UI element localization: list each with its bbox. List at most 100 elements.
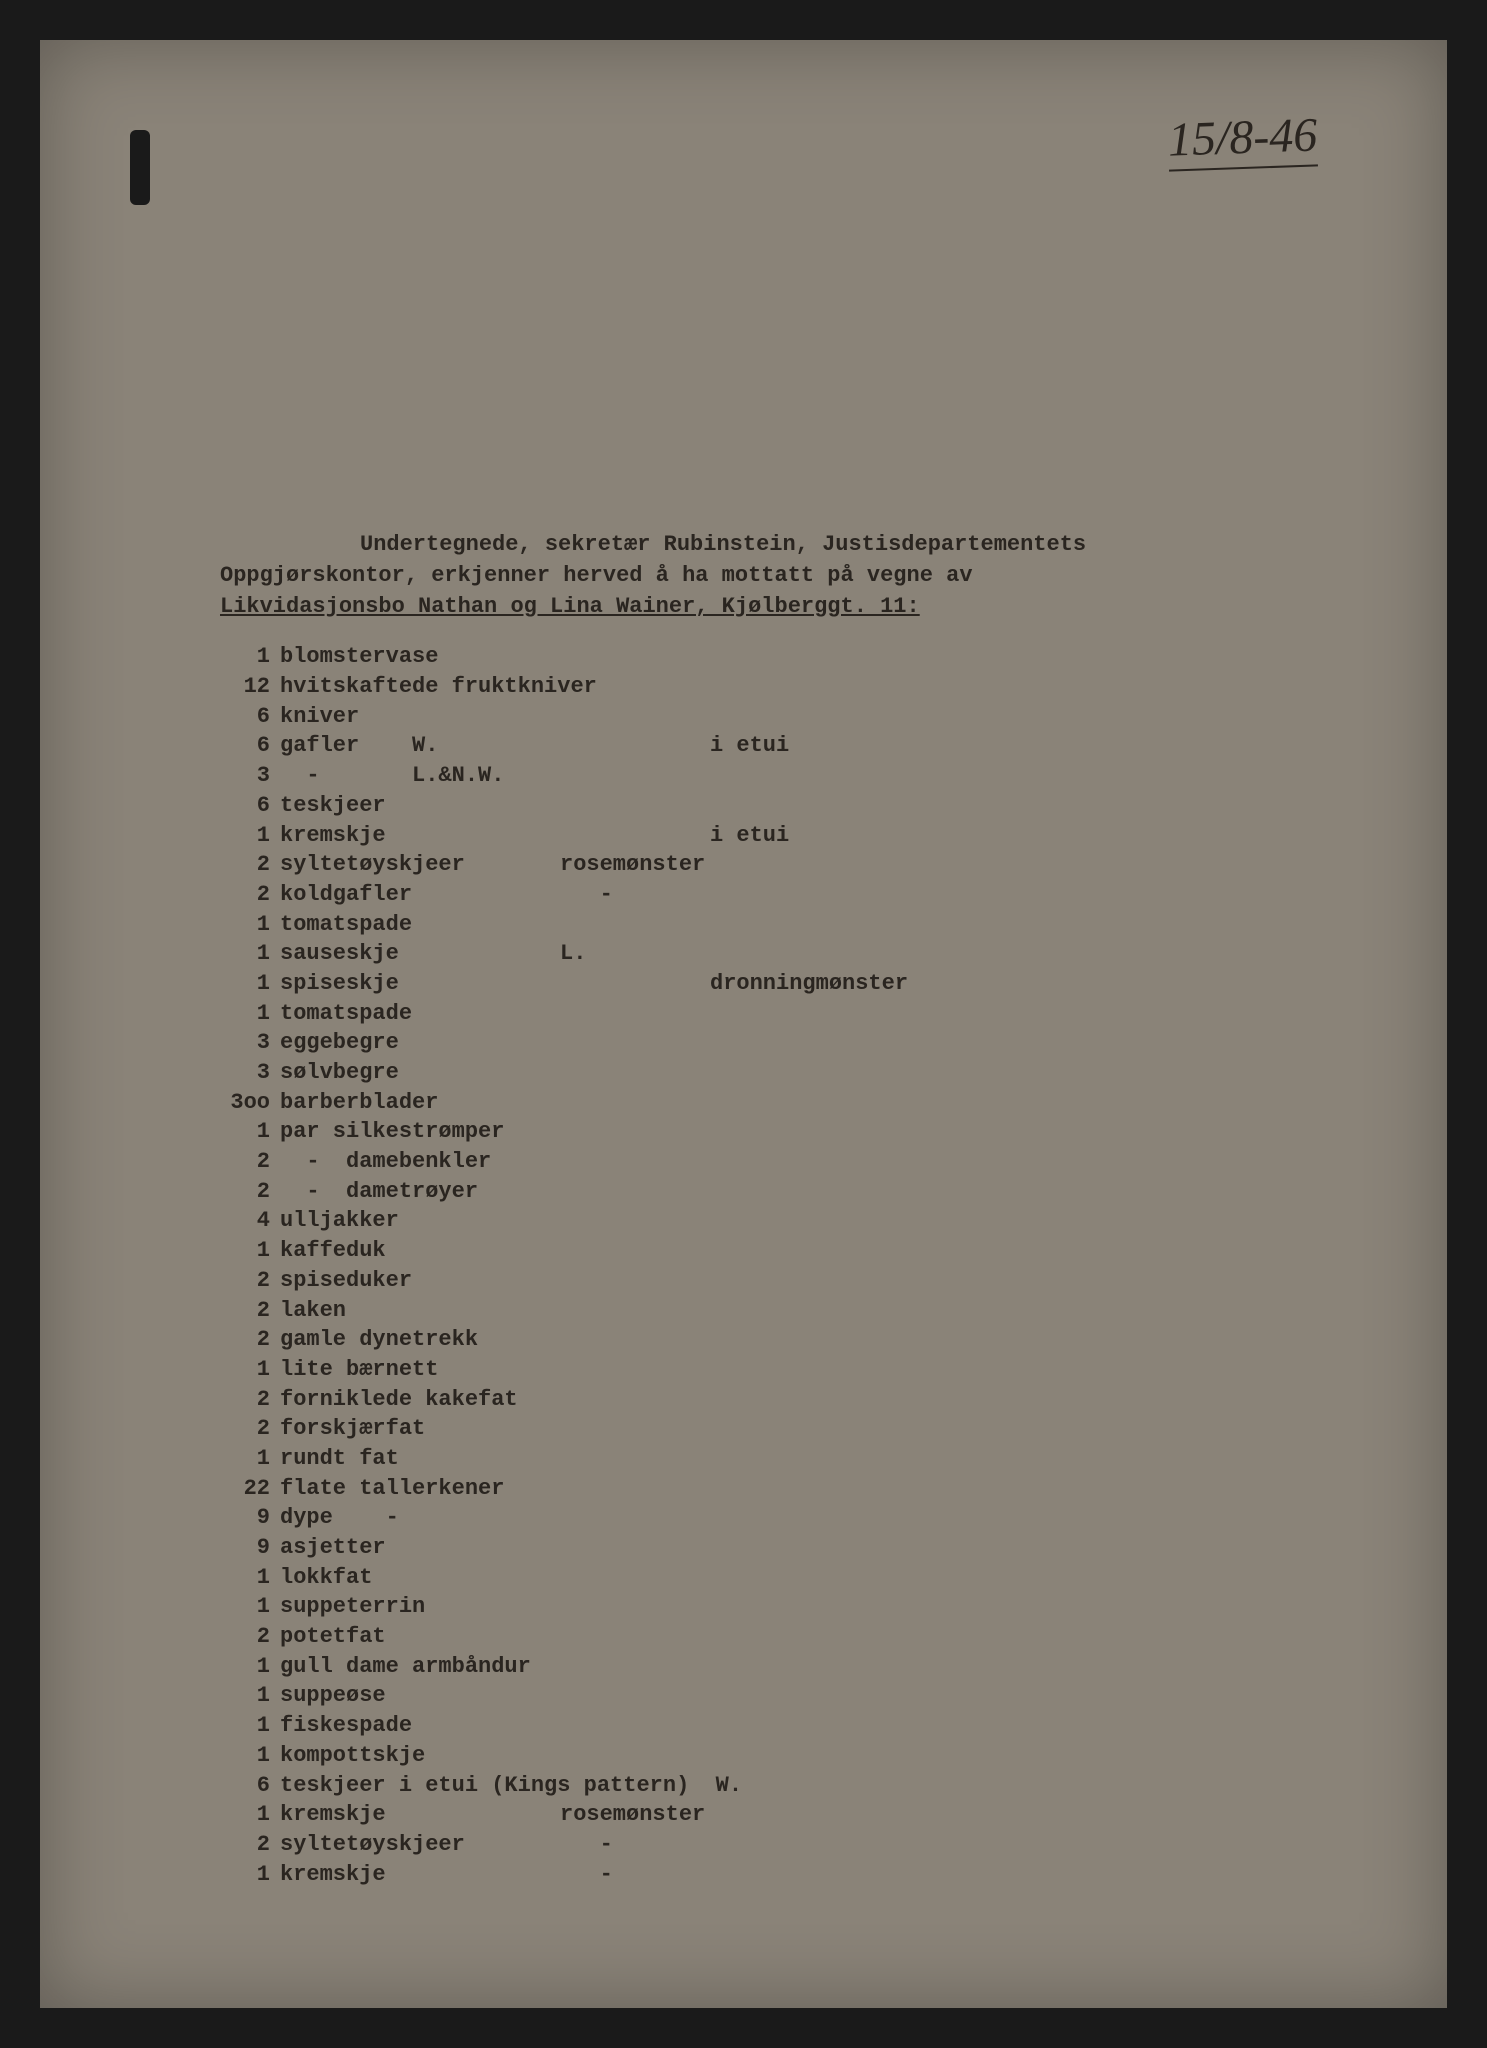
item-col2: [560, 1325, 710, 1355]
item-col2: [560, 969, 710, 999]
list-item: 2 - dametrøyer: [220, 1177, 1367, 1207]
list-item: 1blomstervase: [220, 642, 1367, 672]
item-desc: teskjeer: [280, 791, 560, 821]
item-col2: [560, 1147, 710, 1177]
list-item: 2syltetøyskjeerrosemønster: [220, 850, 1367, 880]
item-desc: gamle dynetrekk: [280, 1325, 560, 1355]
item-qty: 12: [220, 672, 280, 702]
item-col2: [560, 1711, 710, 1741]
item-qty: 2: [220, 1414, 280, 1444]
item-col2: [560, 999, 710, 1029]
list-item: 2spiseduker: [220, 1266, 1367, 1296]
document-content: Undertegnede, sekretær Rubinstein, Justi…: [220, 530, 1367, 1889]
item-col2: [560, 1236, 710, 1266]
item-col2: [560, 1117, 710, 1147]
item-qty: 1: [220, 1592, 280, 1622]
item-qty: 3: [220, 1028, 280, 1058]
item-qty: 1: [220, 1444, 280, 1474]
list-item: 1kremskjerosemønster: [220, 1800, 1367, 1830]
item-desc: kremskje: [280, 1860, 560, 1890]
item-col2: [560, 1592, 710, 1622]
list-item: 1sauseskjeL.: [220, 939, 1367, 969]
item-qty: 1: [220, 939, 280, 969]
item-qty: 6: [220, 731, 280, 761]
list-item: 1fiskespade: [220, 1711, 1367, 1741]
item-qty: 1: [220, 910, 280, 940]
list-item: 1suppeøse: [220, 1681, 1367, 1711]
item-desc: kremskje: [280, 821, 560, 851]
item-col2: [560, 1741, 710, 1771]
item-qty: 2: [220, 880, 280, 910]
item-desc: syltetøyskjeer: [280, 850, 560, 880]
item-col2: [560, 1385, 710, 1415]
item-col2: [560, 1266, 710, 1296]
item-desc: eggebegre: [280, 1028, 560, 1058]
header-line3: Likvidasjonsbo Nathan og Lina Wainer, Kj…: [220, 594, 920, 619]
item-desc: laken: [280, 1296, 560, 1326]
item-qty: 2: [220, 1385, 280, 1415]
item-col3: i etui: [710, 821, 789, 851]
list-item: 6kniver: [220, 702, 1367, 732]
item-qty: 6: [220, 1771, 280, 1801]
item-desc: dype -: [280, 1503, 560, 1533]
item-desc: forskjærfat: [280, 1414, 560, 1444]
item-col2: -: [560, 1830, 710, 1860]
item-desc: kremskje: [280, 1800, 560, 1830]
list-item: 6gafler W.i etui: [220, 731, 1367, 761]
item-desc: teskjeer i etui (Kings pattern) W.: [280, 1771, 742, 1801]
list-item: 2laken: [220, 1296, 1367, 1326]
header-paragraph: Undertegnede, sekretær Rubinstein, Justi…: [220, 530, 1367, 622]
list-item: 3 - L.&N.W.: [220, 761, 1367, 791]
item-desc: kaffeduk: [280, 1236, 560, 1266]
list-item: 2potetfat: [220, 1622, 1367, 1652]
item-qty: 1: [220, 1117, 280, 1147]
item-col2: [560, 1296, 710, 1326]
list-item: 2forskjærfat: [220, 1414, 1367, 1444]
item-desc: - dametrøyer: [280, 1177, 560, 1207]
list-item: 2 - damebenkler: [220, 1147, 1367, 1177]
item-qty: 1: [220, 999, 280, 1029]
item-qty: 1: [220, 821, 280, 851]
item-col2: [560, 791, 710, 821]
item-qty: 9: [220, 1503, 280, 1533]
item-col2: [560, 731, 710, 761]
item-col2: [560, 910, 710, 940]
item-desc: kniver: [280, 702, 560, 732]
item-qty: 3: [220, 1058, 280, 1088]
list-item: 2forniklede kakefat: [220, 1385, 1367, 1415]
item-desc: syltetøyskjeer: [280, 1830, 560, 1860]
item-col2: [560, 642, 710, 672]
item-qty: 2: [220, 850, 280, 880]
item-col2: [560, 1503, 710, 1533]
item-qty: 1: [220, 1355, 280, 1385]
handwritten-date: 15/8-46: [1167, 107, 1318, 171]
item-desc: barberblader: [280, 1088, 560, 1118]
item-col2: [560, 821, 710, 851]
inventory-list: 1blomstervase12hvitskaftede fruktkniver6…: [220, 642, 1367, 1889]
item-desc: spiseduker: [280, 1266, 560, 1296]
item-qty: 1: [220, 1860, 280, 1890]
item-col2: [560, 1414, 710, 1444]
item-qty: 1: [220, 1741, 280, 1771]
item-col2: [560, 1444, 710, 1474]
list-item: 6teskjeer i etui (Kings pattern) W.: [220, 1771, 1367, 1801]
item-desc: potetfat: [280, 1622, 560, 1652]
item-col2: [560, 1652, 710, 1682]
item-desc: flate tallerkener: [280, 1474, 560, 1504]
item-col2: [560, 1681, 710, 1711]
item-col2: [560, 1177, 710, 1207]
item-qty: 1: [220, 969, 280, 999]
list-item: 4ulljakker: [220, 1206, 1367, 1236]
item-col2: [560, 1622, 710, 1652]
item-qty: 2: [220, 1622, 280, 1652]
item-qty: 2: [220, 1147, 280, 1177]
list-item: 1lokkfat: [220, 1563, 1367, 1593]
item-qty: 9: [220, 1533, 280, 1563]
item-desc: tomatspade: [280, 999, 560, 1029]
item-desc: sauseskje: [280, 939, 560, 969]
list-item: 1tomatspade: [220, 910, 1367, 940]
list-item: 9asjetter: [220, 1533, 1367, 1563]
item-col2: [560, 761, 710, 791]
item-desc: - damebenkler: [280, 1147, 560, 1177]
list-item: 2koldgafler -: [220, 880, 1367, 910]
